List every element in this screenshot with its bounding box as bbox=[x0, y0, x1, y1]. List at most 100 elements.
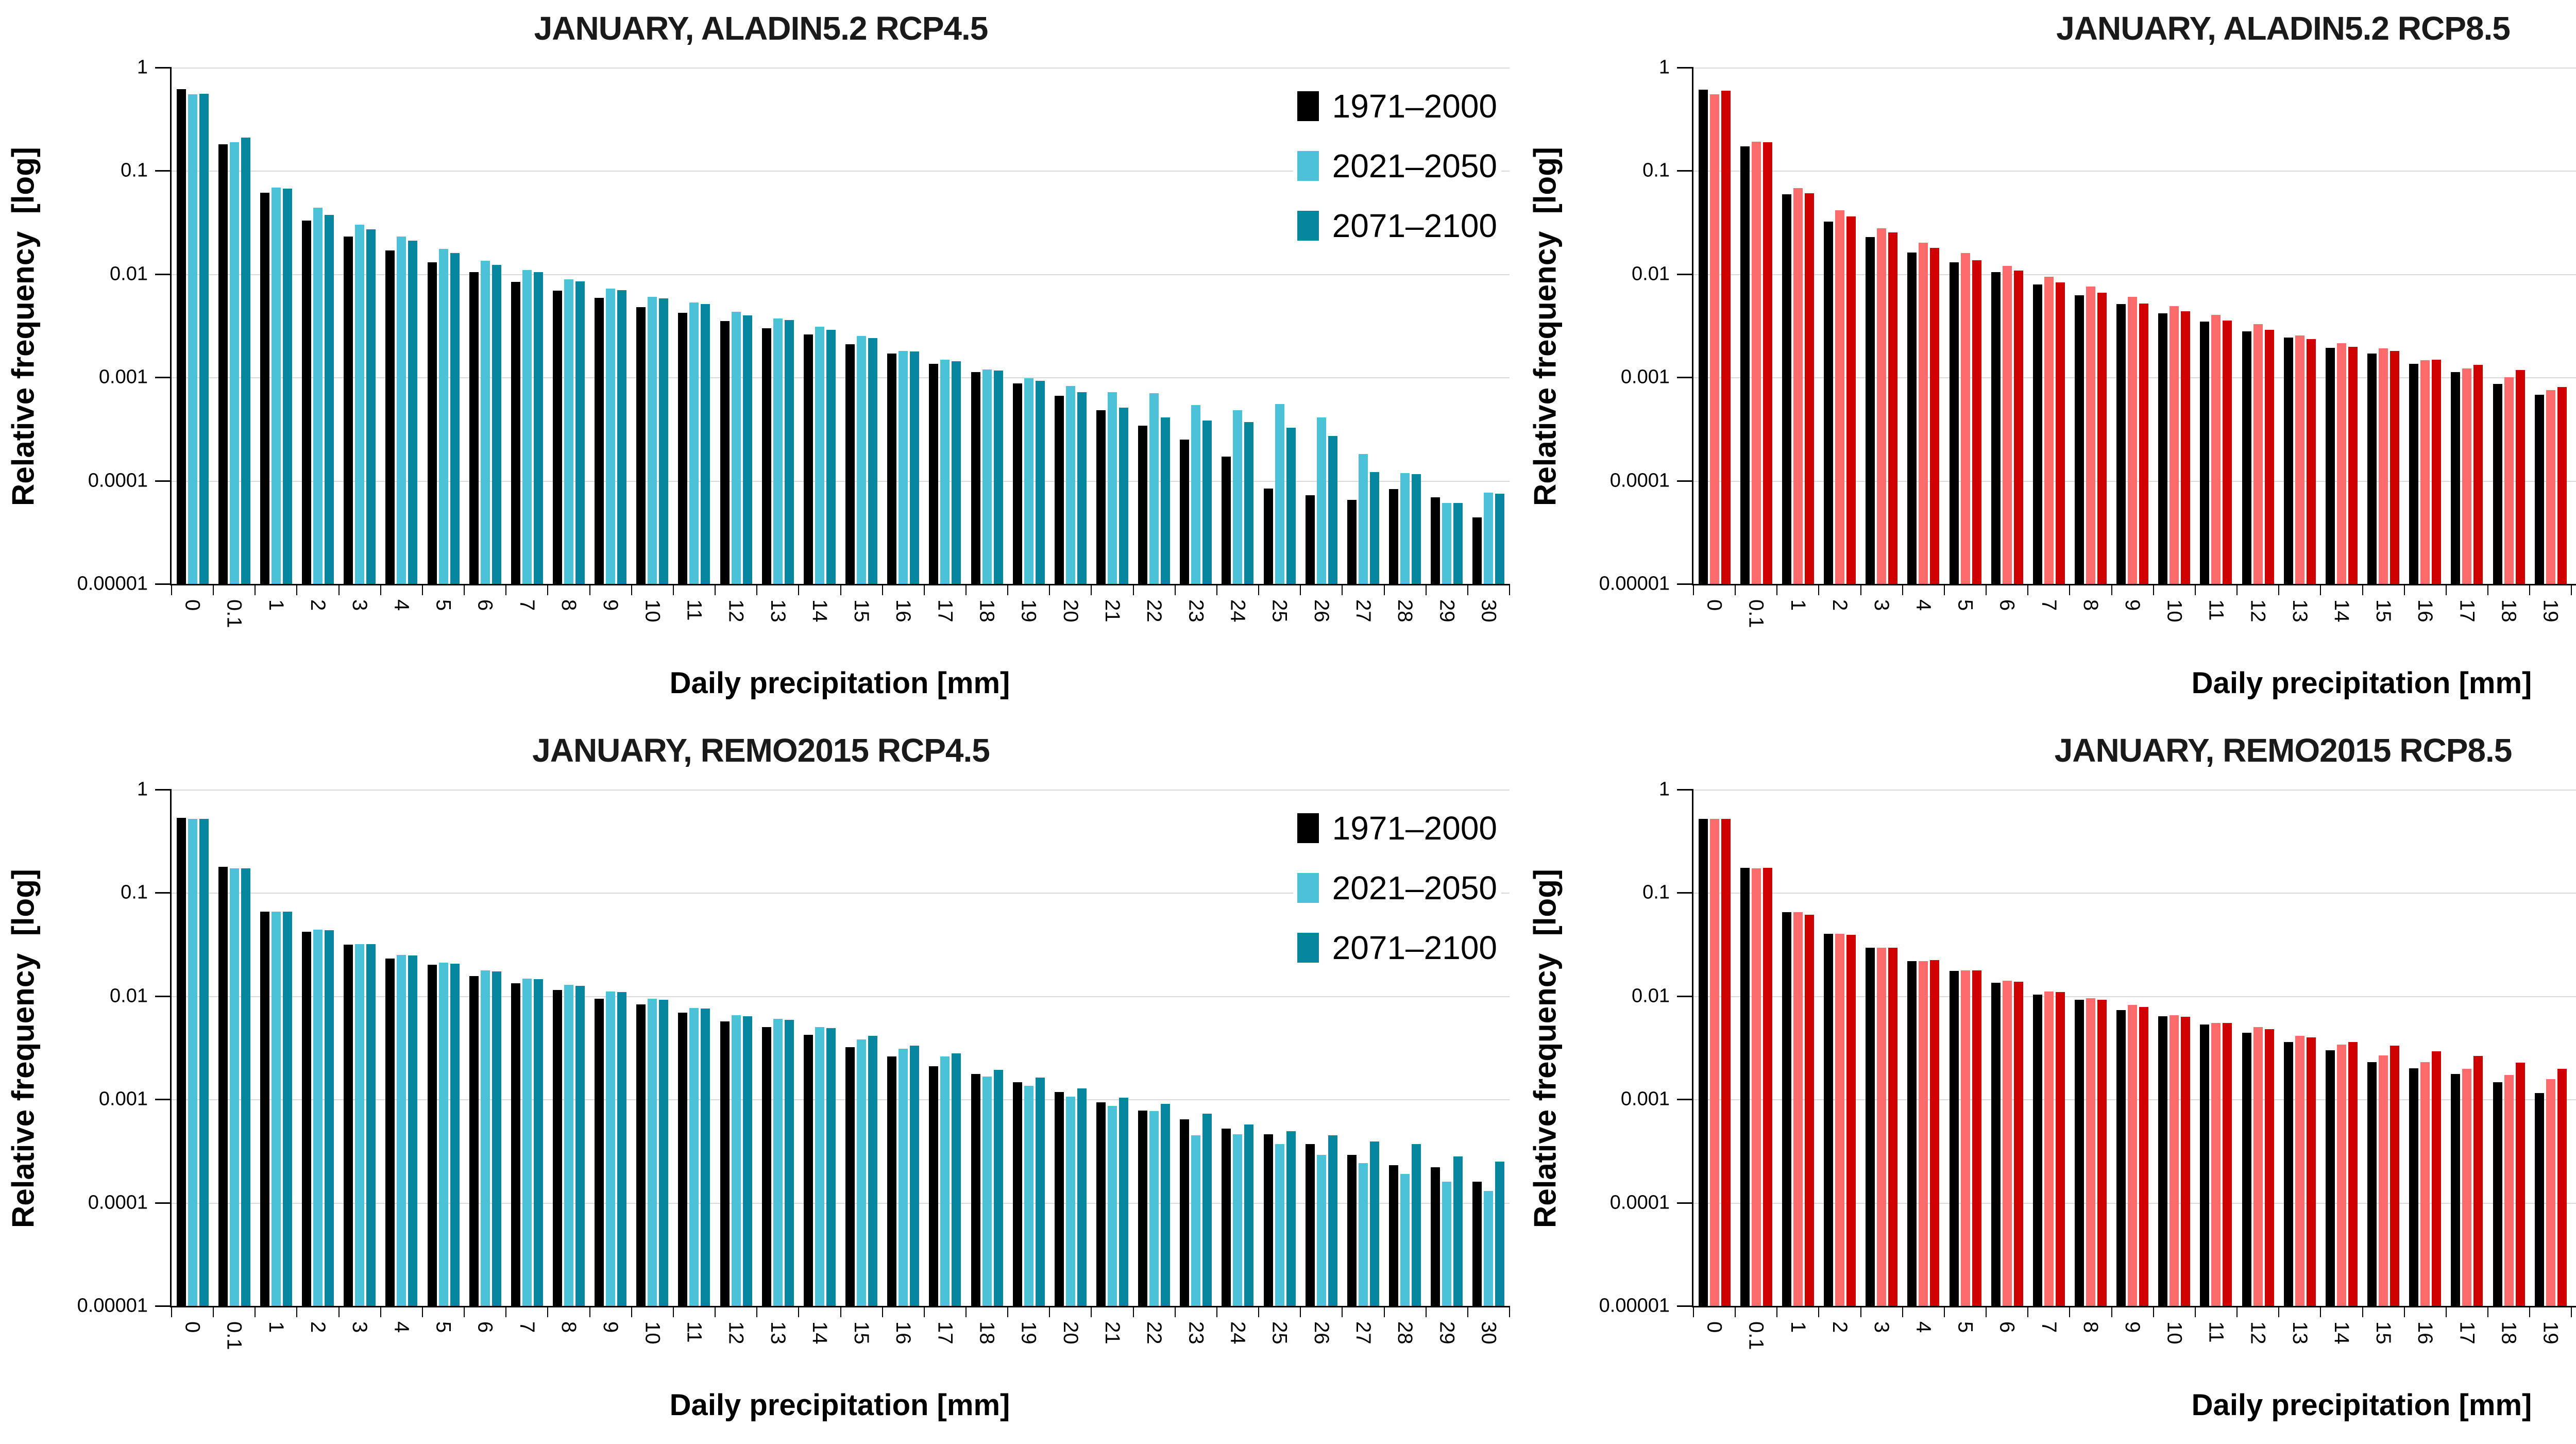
x-tick bbox=[1902, 584, 1903, 595]
bar-2021-2050 bbox=[2295, 335, 2304, 584]
y-tick bbox=[1677, 1099, 1693, 1101]
x-tick bbox=[965, 584, 967, 595]
bar-2021-2050 bbox=[1960, 253, 1970, 584]
bar-group bbox=[1008, 790, 1049, 1306]
bar-2071-2100 bbox=[1119, 1097, 1129, 1306]
y-tick bbox=[1677, 170, 1693, 172]
bar-1971-2000 bbox=[761, 328, 771, 584]
x-tick bbox=[1342, 1306, 1343, 1317]
x-tick bbox=[2278, 1306, 2280, 1317]
bar-1971-2000 bbox=[427, 965, 437, 1306]
gridline bbox=[172, 790, 1510, 791]
y-tick bbox=[155, 1305, 172, 1307]
bar-2071-2100 bbox=[1846, 935, 1856, 1306]
bar-1971-2000 bbox=[1866, 237, 1875, 584]
bar-2071-2100 bbox=[408, 955, 418, 1306]
bar-1971-2000 bbox=[344, 944, 353, 1306]
bar-2021-2050 bbox=[940, 1056, 950, 1306]
x-tick-label: 20 bbox=[2571, 599, 2576, 628]
x-tick-label-text: 3 bbox=[1870, 1321, 1893, 1333]
x-tick bbox=[2571, 1306, 2572, 1317]
bar-2021-2050 bbox=[1400, 473, 1410, 584]
x-tick bbox=[2487, 1306, 2488, 1317]
bar-group bbox=[966, 68, 1008, 584]
bar-2021-2050 bbox=[2211, 314, 2221, 584]
bar-2071-2100 bbox=[2557, 387, 2567, 584]
bar-group bbox=[548, 68, 589, 584]
bar-1971-2000 bbox=[1824, 934, 1834, 1306]
bar-1971-2000 bbox=[2242, 1033, 2251, 1306]
x-tick-label: 3 bbox=[1861, 1321, 1903, 1350]
legend-swatch bbox=[1297, 151, 1319, 181]
bar-group bbox=[1342, 68, 1384, 584]
x-tick-label-text: 27 bbox=[1351, 1321, 1375, 1345]
bar-2021-2050 bbox=[2253, 324, 2263, 584]
x-tick-label-text: 10 bbox=[2163, 1321, 2186, 1345]
bar-group bbox=[2404, 68, 2446, 584]
bar-1971-2000 bbox=[1991, 982, 2001, 1306]
bar-1971-2000 bbox=[2367, 1062, 2377, 1306]
bar-2021-2050 bbox=[1793, 912, 1803, 1306]
x-tick-label-text: 24 bbox=[1226, 599, 1249, 623]
x-tick-label-text: 4 bbox=[1912, 1321, 1935, 1333]
x-tick-labels: 00.1123456789101112131415161718192021222… bbox=[1693, 599, 2576, 628]
bar-1971-2000 bbox=[1263, 488, 1273, 584]
x-tick-label-text: 13 bbox=[766, 599, 789, 623]
bar-2071-2100 bbox=[1453, 1156, 1463, 1306]
bar-1971-2000 bbox=[1222, 457, 1231, 584]
y-tick-label: 1 bbox=[1658, 778, 1670, 800]
x-tick-label-text: 7 bbox=[515, 599, 538, 611]
bar-2071-2100 bbox=[533, 272, 543, 584]
y-tick-label: 0.01 bbox=[1632, 263, 1670, 285]
bar-group bbox=[2195, 68, 2237, 584]
x-tick-label-text: 16 bbox=[892, 1321, 915, 1345]
bar-2021-2050 bbox=[1191, 1135, 1201, 1306]
bar-2021-2050 bbox=[2420, 1062, 2430, 1306]
x-tick-label-text: 22 bbox=[1143, 1321, 1166, 1345]
bar-group bbox=[757, 68, 799, 584]
x-tick-label-text: 2 bbox=[1828, 1321, 1852, 1333]
x-tick-label-text: 0 bbox=[181, 1321, 204, 1333]
y-tick bbox=[1677, 1202, 1693, 1204]
x-tick bbox=[1300, 1306, 1301, 1317]
bar-1971-2000 bbox=[218, 866, 228, 1306]
x-tick bbox=[1216, 584, 1217, 595]
bar-2071-2100 bbox=[492, 265, 501, 584]
bar-2071-2100 bbox=[910, 351, 920, 584]
bar-group bbox=[1008, 68, 1049, 584]
x-tick-label-text: 30 bbox=[1477, 599, 1500, 623]
x-tick-label-text: 6 bbox=[473, 599, 497, 611]
x-tick bbox=[2027, 1306, 2029, 1317]
gridline bbox=[1693, 893, 2576, 894]
x-tick-label: 18 bbox=[2488, 1321, 2530, 1350]
bar-2021-2050 bbox=[1442, 502, 1452, 584]
x-tick-label-text: 11 bbox=[2205, 599, 2228, 621]
bar-2021-2050 bbox=[1709, 818, 1719, 1306]
x-tick-label-text: 5 bbox=[432, 599, 455, 611]
bar-1971-2000 bbox=[678, 1013, 688, 1306]
bar-1971-2000 bbox=[2032, 995, 2042, 1306]
x-tick bbox=[840, 1306, 841, 1317]
bar-2071-2100 bbox=[1888, 232, 1898, 584]
bar-1971-2000 bbox=[1389, 489, 1399, 584]
gridline bbox=[172, 1202, 1510, 1204]
y-tick bbox=[1677, 892, 1693, 894]
x-tick bbox=[421, 584, 423, 595]
x-tick-label: 4 bbox=[381, 1321, 422, 1350]
bar-2071-2100 bbox=[617, 992, 627, 1306]
bar-group bbox=[632, 790, 673, 1306]
bar-2071-2100 bbox=[1721, 818, 1731, 1306]
x-tick-label-text: 14 bbox=[2330, 599, 2353, 623]
x-tick bbox=[923, 584, 925, 595]
bar-2021-2050 bbox=[188, 94, 197, 584]
bar-1971-2000 bbox=[2409, 1068, 2419, 1306]
bar-2071-2100 bbox=[2473, 1056, 2483, 1306]
x-tick-label: 5 bbox=[422, 1321, 464, 1350]
x-tick bbox=[1216, 1306, 1217, 1317]
bar-2021-2050 bbox=[1835, 210, 1845, 584]
x-tick-label-text: 11 bbox=[683, 1321, 706, 1343]
bar-2021-2050 bbox=[1960, 970, 1970, 1306]
bar-group bbox=[1468, 790, 1510, 1306]
legend-swatch bbox=[1297, 873, 1319, 903]
x-tick bbox=[2487, 584, 2488, 595]
